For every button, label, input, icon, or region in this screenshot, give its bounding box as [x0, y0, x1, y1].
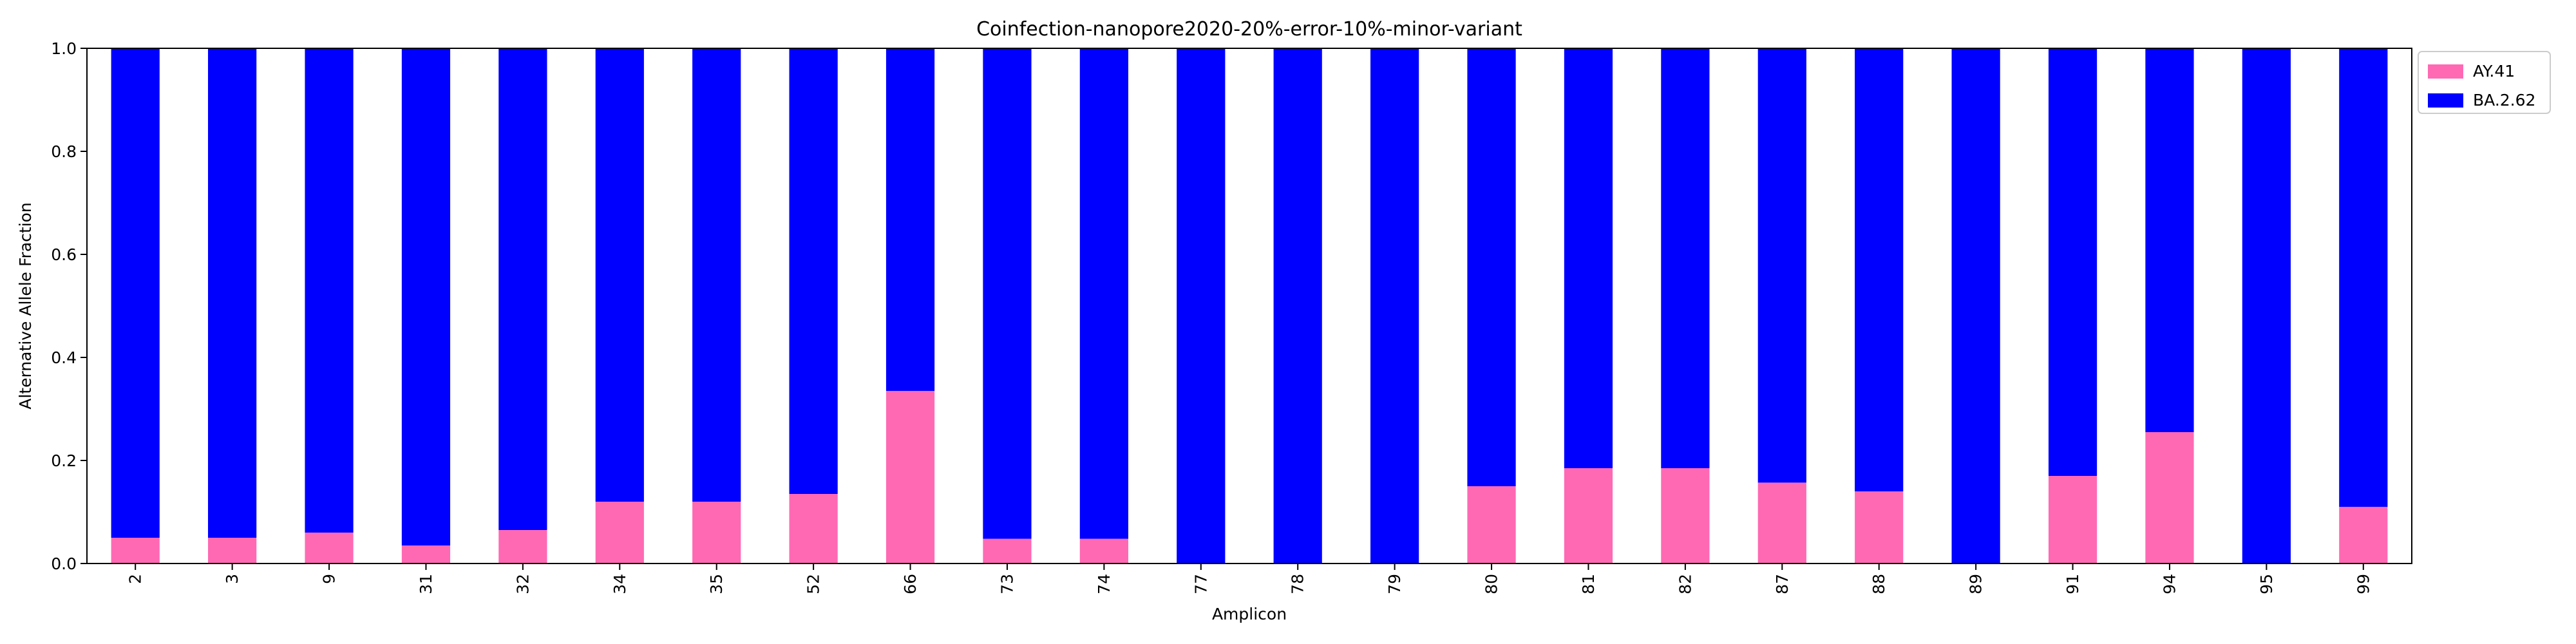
x-tick-label: 91	[2063, 574, 2082, 594]
bar-ba-2-62-95	[2242, 48, 2291, 564]
y-tick-label: 0.8	[51, 142, 77, 161]
x-tick-label: 3	[223, 574, 242, 584]
y-tick-label: 0.2	[51, 451, 77, 470]
x-tick-label: 94	[2160, 574, 2179, 594]
bar-ba-2-62-78	[1273, 48, 1322, 564]
bar-ba-2-62-3	[208, 48, 257, 538]
bar-ba-2-62-91	[2048, 48, 2098, 476]
x-tick-label: 88	[1870, 574, 1888, 594]
x-tick-label: 2	[126, 574, 145, 584]
bar-ay-41-74	[1079, 538, 1128, 564]
x-axis: 2 3 9 31 32 34 35 52 66 73 74 77 78 79 80 81 82 87 88 89 91 9…	[126, 564, 2372, 594]
bar-ay-41-35	[692, 502, 741, 564]
x-tick-label: 77	[1191, 574, 1210, 594]
x-tick-label: 66	[901, 574, 920, 594]
bar-ay-41-9	[305, 533, 354, 564]
x-tick-label: 81	[1579, 574, 1598, 594]
x-tick-label: 31	[417, 574, 435, 594]
legend: AY.41 BA.2.62	[2418, 51, 2551, 114]
x-tick-label: 87	[1773, 574, 1792, 594]
bar-ay-41-73	[983, 538, 1032, 564]
bar-ba-2-62-79	[1370, 48, 1419, 564]
y-tick-label: 0.0	[51, 554, 77, 573]
bar-ay-41-81	[1564, 468, 1613, 564]
bar-ay-41-87	[1757, 482, 1806, 564]
bar-ba-2-62-89	[1951, 48, 2000, 564]
bar-ba-2-62-31	[401, 48, 451, 545]
bar-ba-2-62-77	[1177, 48, 1226, 564]
bar-ay-41-99	[2339, 507, 2388, 564]
x-tick-label: 35	[707, 574, 726, 594]
plot-frame	[86, 48, 2412, 564]
legend-swatch	[2428, 93, 2463, 108]
bar-ba-2-62-73	[983, 48, 1032, 539]
y-tick-label: 0.4	[51, 348, 77, 367]
bar-ba-2-62-66	[886, 48, 935, 391]
bar-ay-41-32	[498, 530, 547, 564]
bar-ay-41-94	[2145, 432, 2194, 564]
x-tick-label: 99	[2354, 574, 2372, 594]
x-tick-label: 32	[513, 574, 532, 594]
x-tick-label: 34	[611, 574, 629, 594]
bar-ba-2-62-99	[2339, 48, 2388, 507]
bar-ay-41-80	[1467, 486, 1516, 564]
bar-ba-2-62-34	[595, 48, 644, 502]
x-tick-label: 82	[1676, 574, 1694, 594]
legend-label: BA.2.62	[2473, 91, 2535, 109]
x-tick-label: 74	[1095, 574, 1113, 594]
bar-ay-41-52	[789, 494, 838, 564]
bar-ay-41-2	[111, 538, 160, 564]
bar-ba-2-62-82	[1661, 48, 1710, 468]
bar-ba-2-62-9	[305, 48, 354, 533]
bar-ba-2-62-88	[1855, 48, 1904, 491]
x-tick-label: 79	[1385, 574, 1404, 594]
bar-ba-2-62-52	[789, 48, 838, 494]
x-tick-label: 95	[2257, 574, 2276, 594]
bar-ba-2-62-81	[1564, 48, 1613, 468]
bar-ay-41-31	[401, 545, 451, 564]
bar-ba-2-62-80	[1467, 48, 1516, 486]
bar-ba-2-62-94	[2145, 48, 2194, 432]
chart-title: Coinfection-nanopore2020-20%-error-10%-m…	[976, 18, 1522, 41]
legend-label: AY.41	[2473, 62, 2515, 80]
bar-ay-41-91	[2048, 476, 2098, 564]
bar-ay-41-66	[886, 391, 935, 564]
bar-ay-41-82	[1661, 468, 1710, 564]
x-tick-label: 80	[1482, 574, 1501, 594]
bars-group	[111, 48, 2388, 564]
x-axis-label: Amplicon	[1212, 605, 1287, 623]
y-axis-label: Alternative Allele Fraction	[16, 202, 35, 410]
y-axis: 0.0 0.2 0.4 0.6 0.8 1.0	[51, 39, 87, 573]
bar-ba-2-62-74	[1079, 48, 1128, 539]
bar-ba-2-62-35	[692, 48, 741, 502]
bar-ba-2-62-2	[111, 48, 160, 538]
bar-ay-41-34	[595, 502, 644, 564]
bar-ay-41-3	[208, 538, 257, 564]
x-tick-label: 73	[998, 574, 1016, 594]
x-tick-label: 78	[1289, 574, 1307, 594]
x-tick-label: 52	[804, 574, 823, 594]
y-tick-label: 0.6	[51, 245, 77, 264]
y-tick-label: 1.0	[51, 39, 77, 58]
bar-ay-41-88	[1855, 491, 1904, 564]
bar-ba-2-62-87	[1757, 48, 1806, 483]
x-tick-label: 9	[320, 574, 339, 584]
bar-ba-2-62-32	[498, 48, 547, 530]
legend-swatch	[2428, 64, 2463, 79]
x-tick-label: 89	[1967, 574, 1985, 594]
